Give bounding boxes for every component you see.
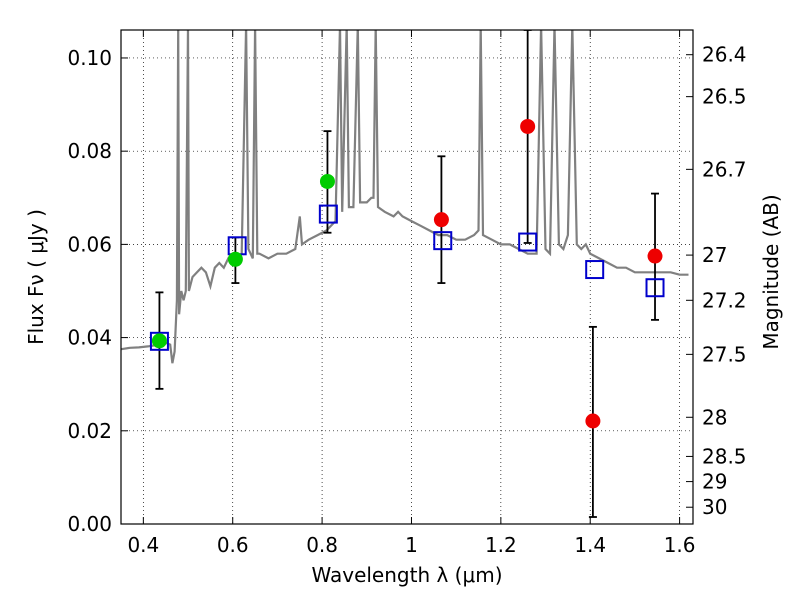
right-tick-label: 26.4: [702, 43, 747, 67]
y-tick-label: 0.00: [67, 512, 112, 536]
observed-point: [585, 413, 601, 429]
y-tick-label: 0.02: [67, 419, 112, 443]
y-axis-label: Flux Fν ( μJy ): [24, 209, 48, 345]
y-tick-label: 0.08: [67, 139, 112, 163]
right-tick-label: 26.7: [702, 157, 747, 181]
x-tick-label: 0.6: [217, 533, 249, 557]
right-axis-label: Magnitude (AB): [759, 194, 783, 349]
y-tick-label: 0.04: [67, 326, 112, 350]
right-tick-label: 30: [702, 495, 727, 519]
axis-ticks: [121, 30, 693, 525]
right-tick-label: 27: [702, 243, 727, 267]
x-tick-label: 1.4: [574, 533, 606, 557]
plot-area: [121, 30, 689, 518]
observed-point: [319, 173, 335, 189]
model-band-square: [227, 236, 247, 256]
y-tick-label: 0.06: [67, 232, 112, 256]
model-band-square: [318, 204, 338, 224]
observed-point: [520, 118, 536, 134]
x-tick-label: 0.4: [127, 533, 159, 557]
right-tick-label: 27.2: [702, 288, 747, 312]
model-band-square: [149, 331, 169, 351]
right-tick-label: 28: [702, 405, 727, 429]
model-spectrum-line: [121, 30, 689, 364]
x-tick-label: 1.6: [664, 533, 696, 557]
observed-point: [647, 248, 663, 264]
x-tick-label: 1.2: [485, 533, 517, 557]
right-tick-label: 26.5: [702, 85, 747, 109]
model-band-square: [433, 231, 453, 251]
model-band-square: [645, 278, 665, 298]
x-tick-label: 1: [405, 533, 418, 557]
model-band-square: [585, 260, 605, 280]
right-tick-label: 28.5: [702, 444, 747, 468]
x-tick-label: 0.8: [306, 533, 338, 557]
y-tick-label: 0.10: [67, 46, 112, 70]
observed-point: [151, 333, 167, 349]
observed-point: [227, 251, 243, 267]
right-tick-label: 29: [702, 470, 727, 494]
observed-point: [433, 212, 449, 228]
plot-frame: [120, 29, 694, 525]
right-tick-label: 27.5: [702, 342, 747, 366]
x-axis-label: Wavelength λ (μm): [311, 563, 502, 587]
model-band-square: [518, 232, 538, 252]
